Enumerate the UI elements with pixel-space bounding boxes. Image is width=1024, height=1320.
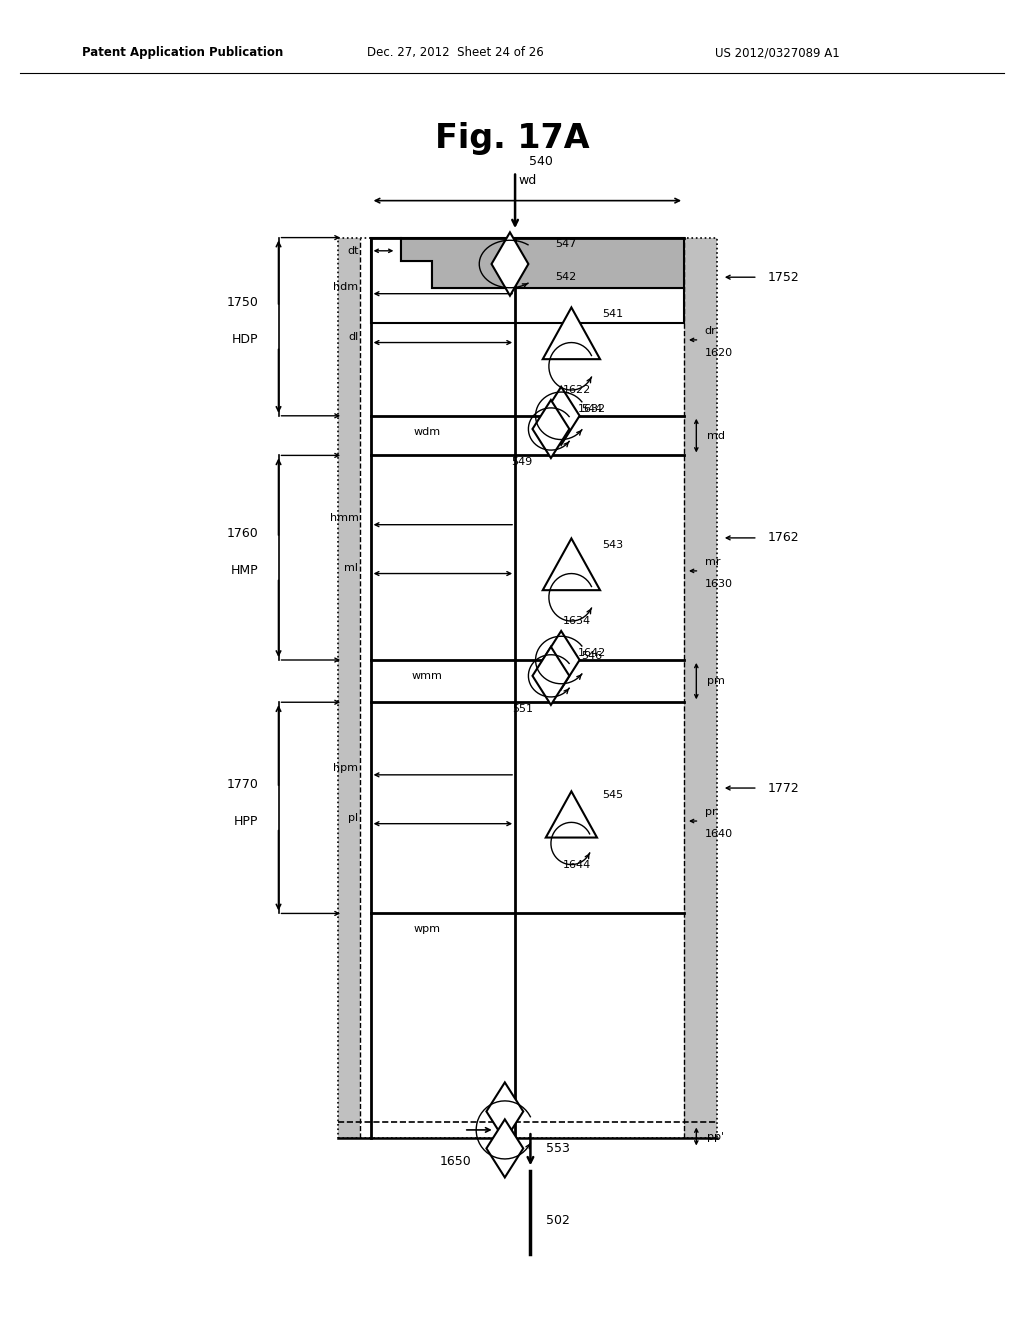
- Text: 1630: 1630: [705, 579, 732, 589]
- Text: 1642: 1642: [578, 648, 606, 659]
- Polygon shape: [492, 232, 528, 296]
- Bar: [515, 238, 684, 323]
- Text: Patent Application Publication: Patent Application Publication: [82, 46, 284, 59]
- Text: 549: 549: [512, 457, 532, 467]
- Text: 1622: 1622: [562, 385, 591, 395]
- Polygon shape: [543, 631, 580, 689]
- Text: 1772: 1772: [768, 781, 800, 795]
- Text: 1762: 1762: [768, 532, 800, 544]
- Text: Fig. 17A: Fig. 17A: [434, 121, 590, 154]
- Text: dl: dl: [348, 333, 358, 342]
- Text: 1634: 1634: [562, 616, 591, 626]
- Text: US 2012/0327089 A1: US 2012/0327089 A1: [715, 46, 840, 59]
- Text: pm: pm: [707, 676, 724, 686]
- Polygon shape: [543, 539, 600, 590]
- Polygon shape: [543, 387, 580, 445]
- Text: wpm: wpm: [414, 924, 440, 935]
- Bar: [684, 238, 717, 1138]
- Bar: [338, 238, 360, 1138]
- Text: HPP: HPP: [233, 814, 258, 828]
- Text: 1650: 1650: [439, 1155, 472, 1168]
- Polygon shape: [486, 1119, 523, 1177]
- Text: 1644: 1644: [562, 859, 591, 870]
- Text: dt: dt: [347, 246, 358, 256]
- Polygon shape: [543, 308, 600, 359]
- Text: 544: 544: [582, 404, 602, 414]
- Text: md: md: [707, 430, 725, 441]
- Text: 1760: 1760: [226, 528, 258, 540]
- Text: wd: wd: [518, 174, 537, 187]
- Text: 543: 543: [602, 540, 623, 549]
- Polygon shape: [486, 1082, 523, 1140]
- Text: 1750: 1750: [226, 297, 258, 309]
- Text: 546: 546: [582, 651, 602, 661]
- Polygon shape: [546, 791, 597, 838]
- Polygon shape: [401, 238, 684, 288]
- Bar: [338, 238, 717, 1138]
- Text: HMP: HMP: [230, 565, 258, 577]
- Text: hmm: hmm: [330, 513, 358, 523]
- Text: 542: 542: [556, 272, 577, 282]
- Text: HDP: HDP: [231, 334, 258, 346]
- Text: pl: pl: [348, 813, 358, 824]
- Text: hpm: hpm: [334, 763, 358, 774]
- Text: 545: 545: [602, 789, 623, 800]
- Text: mr: mr: [705, 557, 720, 566]
- Text: hdm: hdm: [333, 282, 358, 292]
- Polygon shape: [532, 400, 569, 458]
- Text: 1620: 1620: [705, 348, 732, 358]
- Text: 1752: 1752: [768, 271, 800, 284]
- Text: pp': pp': [707, 1131, 724, 1142]
- Text: wdm: wdm: [414, 426, 440, 437]
- Text: wmm: wmm: [412, 671, 442, 681]
- Text: 541: 541: [602, 309, 623, 318]
- Text: pr: pr: [705, 807, 716, 817]
- Text: 1770: 1770: [226, 777, 258, 791]
- Text: 540: 540: [528, 154, 553, 168]
- Text: 1640: 1640: [705, 829, 732, 840]
- Text: dr: dr: [705, 326, 716, 335]
- Polygon shape: [371, 238, 684, 323]
- Text: 502: 502: [546, 1214, 570, 1228]
- Text: Dec. 27, 2012  Sheet 24 of 26: Dec. 27, 2012 Sheet 24 of 26: [368, 46, 544, 59]
- Text: 551: 551: [512, 704, 532, 714]
- Polygon shape: [532, 647, 569, 705]
- Text: 1632: 1632: [578, 404, 606, 414]
- Text: 547: 547: [556, 239, 577, 249]
- Text: 553: 553: [546, 1142, 570, 1155]
- Text: ml: ml: [344, 564, 358, 573]
